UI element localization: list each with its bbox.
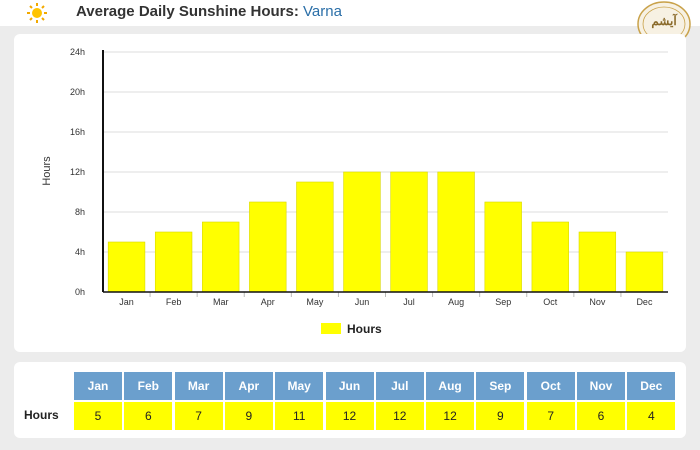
table-month-header: Oct: [526, 372, 575, 400]
x-tick-label: Oct: [543, 297, 558, 307]
x-tick-label: Mar: [213, 297, 229, 307]
bar: [343, 171, 381, 293]
bar: [578, 231, 617, 293]
table-month-header: Sep: [476, 372, 525, 400]
table-value-cell: 12: [325, 402, 374, 430]
table-month-header: Apr: [224, 372, 273, 400]
header: Average Daily Sunshine Hours: Varna: [0, 0, 700, 26]
table-month-header: Mar: [174, 372, 223, 400]
table-value-cell: 12: [375, 402, 424, 430]
page-title: Average Daily Sunshine Hours: Varna: [76, 3, 342, 20]
table-month-header: Feb: [124, 372, 173, 400]
y-tick-label: 0h: [75, 287, 85, 297]
bars: [107, 171, 664, 293]
bar: [390, 171, 428, 293]
table-month-header: Jun: [325, 372, 374, 400]
x-tick-label: Jul: [403, 297, 415, 307]
table-value-cell: 11: [275, 402, 324, 430]
bar: [107, 241, 146, 293]
legend: Hours: [321, 322, 382, 336]
table-month-header: Aug: [426, 372, 475, 400]
table-row-label: Hours: [24, 408, 59, 422]
table-value-cell: 5: [74, 402, 122, 430]
table-month-header: Nov: [577, 372, 625, 400]
table-value-cell: 7: [174, 402, 223, 430]
table-month-header: Jul: [375, 372, 424, 400]
y-tick-labels: 0h 4h 8h 12h 16h 20h 24h: [70, 47, 85, 297]
x-tick-label: Dec: [636, 297, 653, 307]
bar: [437, 171, 475, 293]
y-tick-label: 12h: [70, 167, 85, 177]
y-tick-label: 20h: [70, 87, 85, 97]
y-tick-label: 24h: [70, 47, 85, 57]
x-tick-label: Jun: [355, 297, 370, 307]
chart-card: 0h 4h 8h 12h 16h 20h 24h Jan Feb Mar Apr May Jun Jul…: [14, 34, 686, 352]
data-table: Hours Jan 5 Feb 6 Mar 7 Apr 9 May 11 Jun 12 Jul 12 Aug…: [14, 362, 686, 438]
bar: [296, 181, 334, 293]
x-tick-label: May: [306, 297, 324, 307]
table-month-header: Dec: [627, 372, 676, 400]
bar: [154, 231, 193, 293]
title-prefix: Average Daily Sunshine Hours:: [76, 3, 299, 20]
title-city: Varna: [303, 3, 342, 20]
table-month-header: Jan: [74, 372, 122, 400]
table-month-header: May: [275, 372, 324, 400]
table-value-cell: 6: [577, 402, 625, 430]
logo-text: آیشم: [651, 14, 677, 28]
y-tick-label: 8h: [75, 207, 85, 217]
table-value-cell: 9: [476, 402, 525, 430]
bar: [202, 221, 240, 293]
legend-label: Hours: [347, 322, 382, 336]
y-axis-label: Hours: [41, 156, 53, 186]
table-value-cell: 9: [224, 402, 273, 430]
x-tick-labels: Jan Feb Mar Apr May Jun Jul Aug Sep Oct Nov Dec: [119, 297, 653, 307]
table-value-cell: 4: [627, 402, 676, 430]
x-tick-label: Aug: [448, 297, 464, 307]
legend-swatch: [321, 323, 341, 334]
sunshine-bar-chart: 0h 4h 8h 12h 16h 20h 24h Jan Feb Mar Apr May Jun Jul…: [41, 47, 668, 336]
sun-icon: [27, 3, 47, 23]
bar: [249, 201, 287, 293]
bar: [531, 221, 569, 293]
x-tick-label: Nov: [589, 297, 606, 307]
axes: [102, 50, 668, 293]
table-value-cell: 12: [426, 402, 475, 430]
table-value-cell: 7: [526, 402, 575, 430]
table-value-cell: 6: [124, 402, 173, 430]
x-tick-label: Sep: [495, 297, 511, 307]
x-tick-label: Jan: [119, 297, 134, 307]
bar: [484, 201, 522, 293]
y-tick-label: 16h: [70, 127, 85, 137]
x-tick-label: Apr: [261, 297, 275, 307]
bar: [625, 251, 664, 293]
x-tick-label: Feb: [166, 297, 182, 307]
y-tick-label: 4h: [75, 247, 85, 257]
